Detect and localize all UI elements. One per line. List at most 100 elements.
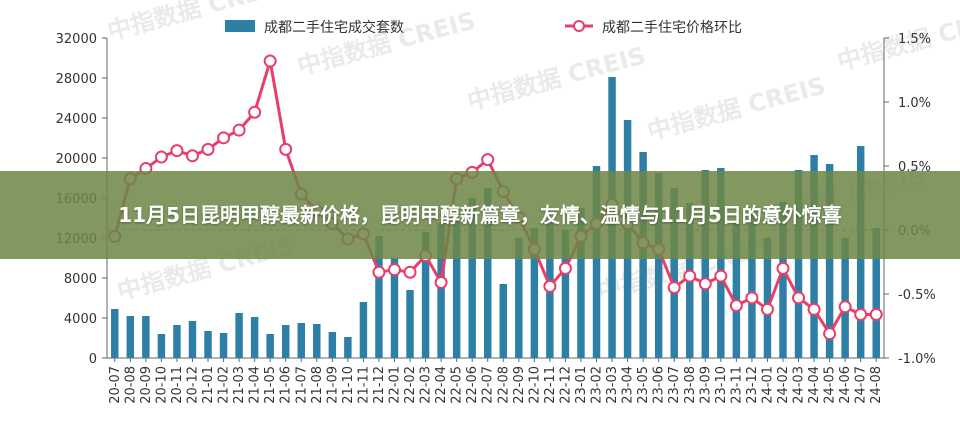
line-point-21-01: [201, 142, 215, 156]
bar-24-02: [779, 202, 787, 358]
x-tick-label: 21-11: [356, 366, 371, 404]
x-tick-label: 23-02: [590, 366, 605, 404]
line-point-23-11: [729, 299, 743, 313]
bar-22-03: [421, 232, 430, 358]
bar-23-10: [717, 168, 725, 358]
bar-21-02: [219, 333, 228, 358]
x-tick-label: 22-05: [450, 366, 465, 404]
bar-21-11: [359, 302, 368, 358]
x-tick-label: 21-08: [310, 366, 325, 404]
bar-23-12: [748, 213, 756, 358]
left-tick-label: 28000: [56, 72, 97, 87]
x-tick-label: 24-06: [838, 366, 853, 404]
bar-22-01: [390, 258, 399, 358]
line-point-22-04: [434, 275, 448, 289]
watermark-text: 中指数据 CREIS: [104, 0, 288, 46]
left-tick-label: 24000: [56, 112, 97, 127]
x-tick-label: 21-06: [279, 366, 294, 404]
banner-title: 11月5日昆明甲醇最新价格，昆明甲醇新篇章，友情、温情与11月5日的意外惊喜: [118, 203, 842, 227]
line-point-24-02: [776, 261, 790, 275]
x-tick-label: 20-12: [185, 366, 200, 404]
bar-20-10: [157, 334, 166, 358]
left-tick-label: 20000: [56, 152, 97, 167]
bar-23-09: [701, 170, 710, 358]
line-point-21-05: [263, 54, 277, 68]
bar-22-05: [452, 218, 461, 358]
line-point-21-04: [248, 105, 262, 119]
bar-20-11: [173, 325, 181, 358]
bar-21-10: [344, 337, 352, 358]
right-tick-label: -1.0%: [898, 352, 936, 367]
watermark-text: 中指数据 CREIS: [464, 41, 648, 115]
x-tick-label: 23-01: [574, 366, 589, 404]
bar-23-07: [670, 188, 678, 358]
right-tick-label: 1.5%: [898, 32, 931, 47]
x-tick-label: 22-11: [543, 366, 558, 404]
x-tick-label: 22-04: [434, 366, 449, 404]
bar-22-10: [530, 228, 539, 358]
bar-24-01: [763, 238, 772, 358]
x-tick-label: 24-05: [823, 366, 838, 404]
x-tick-label: 21-04: [248, 366, 263, 404]
legend-bar-swatch: [225, 20, 255, 32]
line-point-24-08: [869, 307, 883, 321]
right-tick-label: -0.5%: [898, 288, 936, 303]
left-tick-label: 0: [89, 352, 97, 367]
line-point-24-03: [792, 291, 806, 305]
x-tick-label: 23-03: [605, 366, 620, 404]
bar-22-06: [468, 198, 476, 358]
x-tick-label: 22-09: [512, 366, 527, 404]
bar-22-08: [499, 284, 507, 358]
line-point-22-11: [543, 279, 557, 293]
x-tick-label: 21-10: [341, 366, 356, 404]
line-point-22-12: [558, 261, 572, 275]
line-point-22-01: [387, 263, 401, 277]
x-tick-label: 23-08: [683, 366, 698, 404]
x-tick-label: 24-03: [792, 366, 807, 404]
x-tick-label: 20-08: [123, 366, 138, 404]
left-tick-label: 32000: [56, 32, 97, 47]
x-tick-label: 21-12: [372, 366, 387, 404]
line-point-24-05: [823, 327, 837, 341]
line-point-22-02: [403, 265, 417, 279]
line-point-20-11: [170, 144, 184, 158]
line-point-22-07: [481, 153, 495, 167]
x-tick-label: 21-02: [217, 366, 232, 404]
x-tick-label: 21-05: [263, 366, 278, 404]
x-tick-label: 24-08: [869, 366, 884, 404]
bar-23-02: [592, 166, 601, 358]
line-point-21-03: [232, 123, 246, 137]
line-point-21-12: [372, 265, 386, 279]
x-tick-label: 23-04: [621, 366, 636, 404]
bar-21-03: [235, 313, 243, 358]
bar-20-09: [142, 316, 150, 358]
bar-22-07: [484, 188, 492, 358]
bar-21-09: [328, 332, 337, 358]
line-point-23-10: [714, 269, 728, 283]
bar-22-09: [515, 238, 523, 358]
legend-line-marker: [573, 20, 585, 32]
x-tick-label: 23-11: [729, 366, 744, 404]
bar-20-08: [126, 316, 135, 358]
x-tick-label: 24-07: [854, 366, 869, 404]
bar-21-01: [204, 331, 212, 358]
x-tick-label: 21-09: [325, 366, 340, 404]
x-tick-label: 20-11: [170, 366, 185, 404]
x-tick-label: 22-01: [387, 366, 402, 404]
bar-21-07: [297, 323, 305, 358]
line-point-24-01: [760, 302, 774, 316]
bar-20-07: [111, 309, 119, 358]
x-tick-label: 23-07: [667, 366, 682, 404]
line-point-23-09: [698, 277, 712, 291]
x-tick-label: 22-02: [403, 366, 418, 404]
x-tick-label: 22-07: [481, 366, 496, 404]
bar-22-02: [406, 290, 414, 358]
watermark-text: 中指数据 CREIS: [644, 71, 828, 145]
x-tick-label: 24-01: [760, 366, 775, 404]
x-tick-label: 20-09: [139, 366, 154, 404]
bar-24-06: [841, 238, 849, 358]
legend-line-label: 成都二手住宅价格环比: [602, 20, 742, 36]
legend-bar-label: 成都二手住宅成交套数: [264, 19, 404, 36]
bar-21-05: [266, 334, 274, 358]
